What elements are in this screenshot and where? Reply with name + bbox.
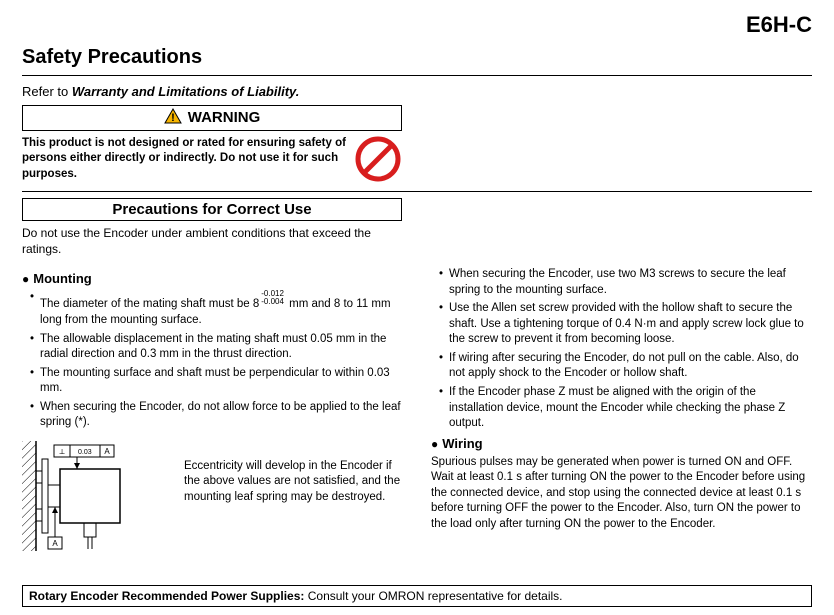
- diagram-caption: Eccentricity will develop in the Encoder…: [184, 441, 403, 551]
- warning-text: This product is not designed or rated fo…: [22, 136, 346, 183]
- list-item: The diameter of the mating shaft must be…: [30, 290, 403, 328]
- tolerance: -0.012-0.004: [261, 290, 284, 304]
- footer-bold: Rotary Encoder Recommended Power Supplie…: [29, 589, 304, 603]
- svg-text:A: A: [104, 447, 110, 456]
- mounting-heading: Mounting: [22, 271, 403, 286]
- divider: [22, 75, 812, 76]
- refer-italic: Warranty and Limitations of Liability.: [72, 84, 300, 99]
- warning-row: This product is not designed or rated fo…: [22, 135, 402, 183]
- list-item: If wiring after securing the Encoder, do…: [439, 351, 812, 382]
- list-item: When securing the Encoder, use two M3 sc…: [439, 267, 812, 298]
- warning-box: ! WARNING: [22, 105, 402, 131]
- text: The diameter of the mating shaft must be…: [40, 299, 259, 311]
- heading-safety-precautions: Safety Precautions: [22, 46, 812, 69]
- footer-box: Rotary Encoder Recommended Power Supplie…: [22, 585, 812, 607]
- precautions-intro: Do not use the Encoder under ambient con…: [22, 225, 402, 257]
- left-column: Mounting The diameter of the mating shaf…: [22, 267, 403, 550]
- right-column: When securing the Encoder, use two M3 sc…: [431, 267, 812, 550]
- warning-triangle-icon: !: [164, 108, 182, 128]
- list-item: When securing the Encoder, do not allow …: [30, 400, 403, 431]
- mounting-diagram: ⟂ 0.03 A A: [22, 441, 172, 551]
- svg-text:!: !: [171, 112, 175, 124]
- refer-line: Refer to Warranty and Limitations of Lia…: [22, 84, 812, 99]
- wiring-heading: Wiring: [431, 436, 812, 451]
- product-code: E6H-C: [22, 12, 812, 38]
- precautions-box: Precautions for Correct Use: [22, 198, 402, 221]
- diagram-tol: 0.03: [78, 449, 92, 456]
- list-item: The allowable displacement in the mating…: [30, 332, 403, 363]
- content-columns: Mounting The diameter of the mating shaf…: [22, 267, 812, 550]
- svg-text:⟂: ⟂: [59, 447, 65, 456]
- diagram-row: ⟂ 0.03 A A Eccentricity will develop in …: [22, 441, 403, 551]
- wiring-text: Spurious pulses may be generated when po…: [431, 455, 812, 533]
- list-item: Use the Allen set screw provided with th…: [439, 301, 812, 348]
- prohibit-icon: [354, 135, 402, 183]
- svg-text:A: A: [52, 539, 58, 548]
- footer-rest: Consult your OMRON representative for de…: [304, 589, 562, 603]
- tol-bot: -0.004: [261, 297, 284, 306]
- list-item: The mounting surface and shaft must be p…: [30, 366, 403, 397]
- list-item: If the Encoder phase Z must be aligned w…: [439, 385, 812, 432]
- mounting-list-right: When securing the Encoder, use two M3 sc…: [431, 267, 812, 431]
- mounting-list-left: The diameter of the mating shaft must be…: [22, 290, 403, 430]
- divider: [22, 191, 812, 192]
- refer-prefix: Refer to: [22, 84, 72, 99]
- warning-label: WARNING: [188, 109, 261, 126]
